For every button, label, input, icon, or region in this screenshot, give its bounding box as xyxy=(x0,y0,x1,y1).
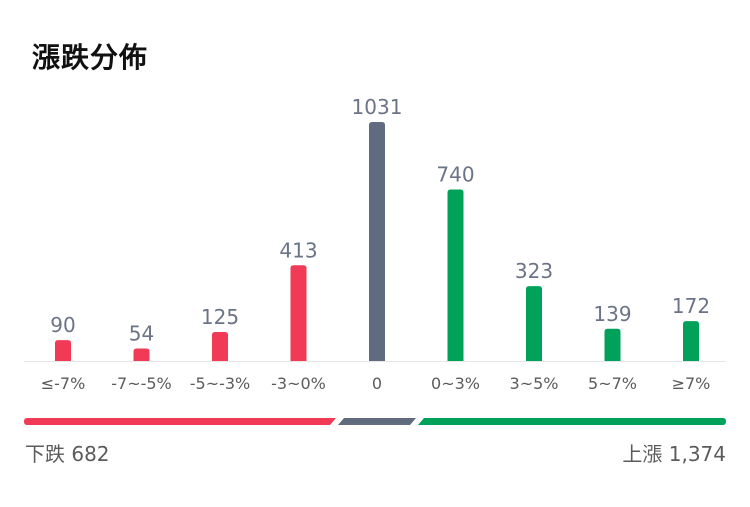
data-label: 90 xyxy=(50,313,75,337)
bar xyxy=(604,328,621,361)
bar xyxy=(55,340,71,361)
up-count-label: 上漲 1,374 xyxy=(622,442,726,466)
bar xyxy=(526,286,542,361)
summary-bar xyxy=(24,418,726,425)
bar xyxy=(290,265,307,361)
down-count-label: 下跌 682 xyxy=(25,442,110,466)
bars-layer: 90 ≤-7% 54 -7~-5% 125 -5~-3% 413 -3~0% 1031 0 740 0… xyxy=(24,95,726,393)
x-tick-label: -5~-3% xyxy=(190,374,251,393)
data-label: 1031 xyxy=(352,95,403,119)
bar xyxy=(447,189,464,361)
x-tick-label: ≥7% xyxy=(672,374,711,393)
data-label: 139 xyxy=(593,302,631,326)
x-tick-label: -7~-5% xyxy=(111,374,172,393)
summary-down-segment xyxy=(24,418,336,425)
data-label: 413 xyxy=(279,238,317,262)
x-tick-label: -3~0% xyxy=(271,374,326,393)
bar xyxy=(212,332,228,361)
bar xyxy=(369,122,385,361)
x-tick-label: 0 xyxy=(372,374,382,393)
chart-title: 漲跌分佈 xyxy=(32,41,149,74)
data-label: 740 xyxy=(436,162,474,186)
data-label: 54 xyxy=(129,321,154,345)
bar xyxy=(683,321,699,361)
summary-up-segment xyxy=(418,418,726,425)
bar xyxy=(133,348,150,361)
x-tick-label: 3~5% xyxy=(510,374,559,393)
data-label: 172 xyxy=(672,294,710,318)
x-tick-label: 5~7% xyxy=(588,374,637,393)
x-tick-label: 0~3% xyxy=(431,374,480,393)
data-label: 125 xyxy=(201,305,239,329)
summary-flat-segment xyxy=(338,418,416,425)
x-tick-label: ≤-7% xyxy=(41,374,86,393)
data-label: 323 xyxy=(515,259,553,283)
